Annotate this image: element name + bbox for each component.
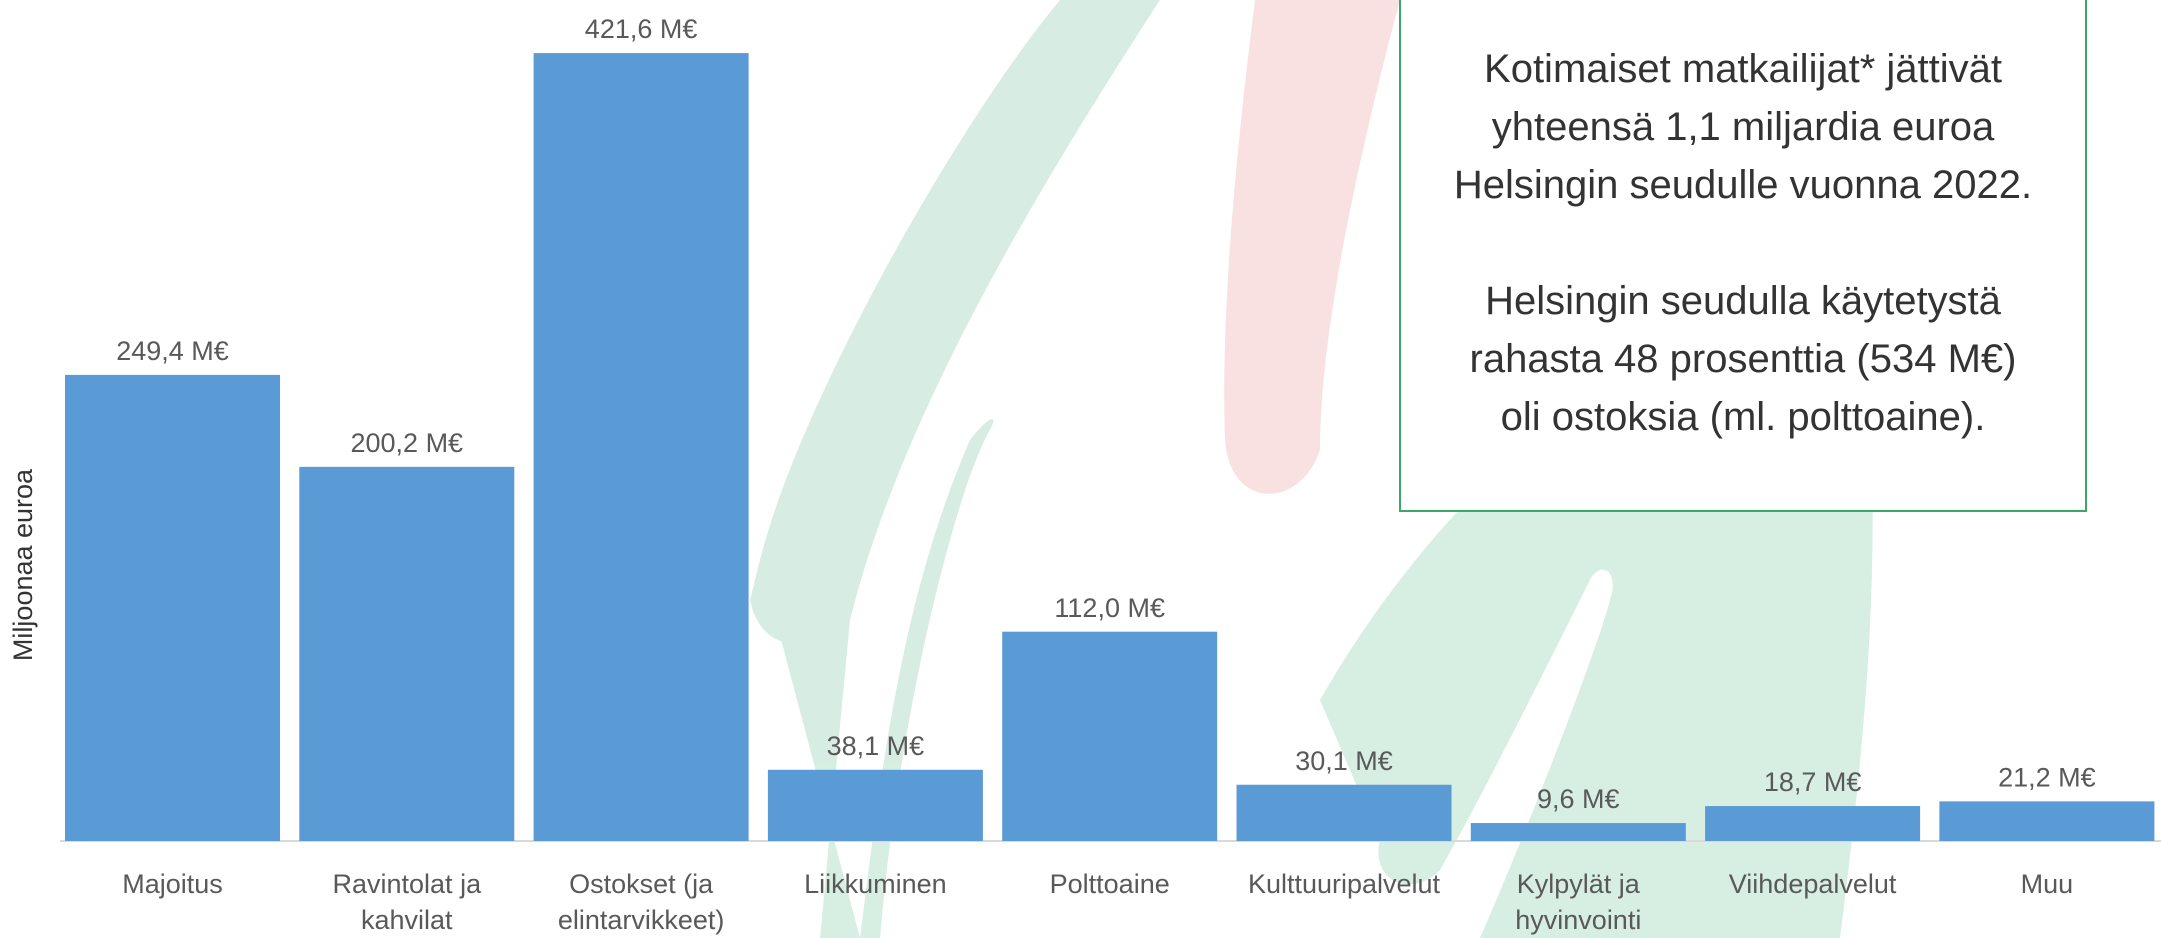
bar — [1705, 806, 1920, 841]
annotation-line: Helsingin seudulle vuonna 2022. — [1401, 156, 2085, 214]
x-tick-label: Kulttuuripalvelut — [1227, 866, 1461, 902]
annotation-line: rahasta 48 prosenttia (534 M€) — [1401, 330, 2085, 388]
bar — [65, 375, 280, 841]
bar — [299, 467, 514, 841]
x-tick-label: Ostokset (ja elintarvikkeet) — [524, 866, 758, 938]
value-label: 21,2 M€ — [1998, 763, 2096, 793]
x-tick-label: Kylpylät ja hyvinvointi — [1461, 866, 1695, 938]
bar — [1002, 632, 1217, 841]
bar — [1471, 823, 1686, 841]
value-label: 9,6 M€ — [1537, 784, 1620, 814]
value-label: 200,2 M€ — [351, 428, 464, 458]
bar — [1939, 801, 2154, 841]
x-tick-label: Polttoaine — [993, 866, 1227, 902]
x-tick-label: Majoitus — [56, 866, 290, 902]
page: Miljoonaa euroa 249,4 M€ 200,2 M€ 421,6 M€… — [0, 0, 2161, 938]
bar — [534, 53, 749, 841]
decor-pink — [1224, 0, 1400, 494]
value-label: 38,1 M€ — [827, 731, 925, 761]
bar — [1237, 785, 1452, 841]
x-tick-label: Muu — [1930, 866, 2161, 902]
x-tick-label: Viihdepalvelut — [1696, 866, 1930, 902]
value-label: 18,7 M€ — [1764, 767, 1862, 797]
annotation-line: Kotimaiset matkailijat* jättivät — [1401, 40, 2085, 98]
value-label: 249,4 M€ — [116, 336, 229, 366]
x-tick-label: Ravintolat ja kahvilat — [290, 866, 524, 938]
y-axis-label: Miljoonaa euroa — [8, 468, 38, 661]
annotation-line: Helsingin seudulla käytetystä — [1401, 272, 2085, 330]
value-label: 30,1 M€ — [1295, 746, 1393, 776]
annotation-line: oli ostoksia (ml. polttoaine). — [1401, 388, 2085, 446]
annotation-line: yhteensä 1,1 miljardia euroa — [1401, 98, 2085, 156]
value-label: 112,0 M€ — [1054, 593, 1165, 623]
value-label: 421,6 M€ — [585, 14, 698, 44]
x-tick-label: Liikkuminen — [758, 866, 992, 902]
bar — [768, 770, 983, 841]
